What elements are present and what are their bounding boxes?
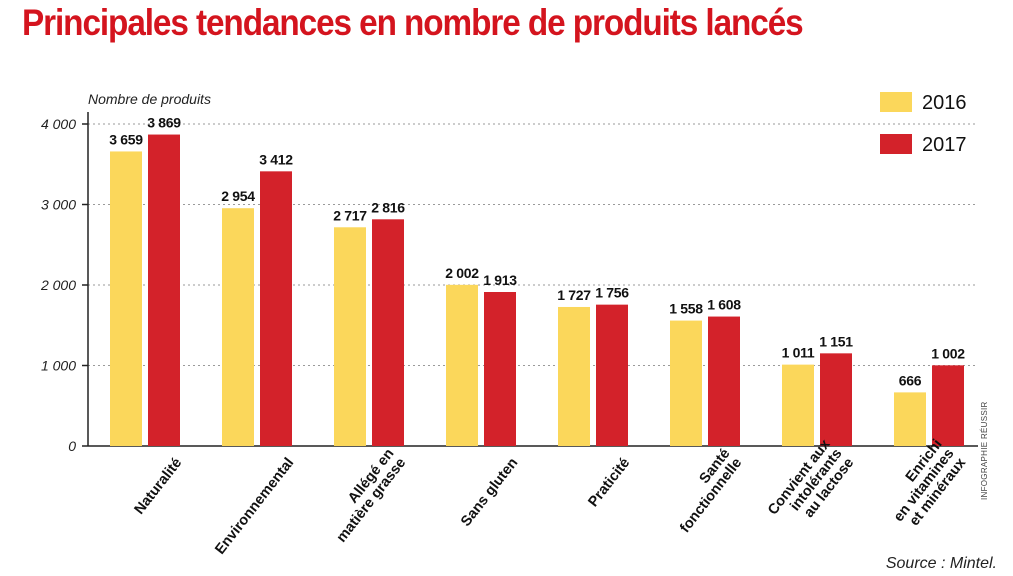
bar-value-label: 1 608 (707, 297, 741, 313)
bar-2016 (782, 364, 814, 446)
bar-2017 (820, 353, 852, 446)
x-category-label-line: Environnemental (212, 455, 297, 558)
bar-2017 (596, 304, 628, 446)
x-category-label: Convient auxintolérantsau lactose (765, 437, 857, 537)
y-tick-label: 1 000 (41, 358, 76, 374)
bar-2017 (708, 316, 740, 446)
bar-value-label: 1 002 (931, 345, 965, 361)
legend-label: 2016 (922, 92, 967, 114)
x-category-label-line: Praticité (585, 455, 633, 510)
legend-label: 2017 (922, 134, 967, 156)
bar-value-label: 2 954 (221, 188, 255, 204)
source-note: Source : Mintel. (885, 555, 997, 572)
legend-swatch-2017 (880, 134, 912, 154)
bar-value-label: 1 558 (669, 301, 703, 317)
x-category-label: Santéfonctionnelle (665, 446, 745, 536)
bar-value-label: 3 412 (259, 151, 293, 167)
bar-2016 (446, 284, 478, 446)
bar-2016 (670, 320, 702, 446)
y-tick-label: 2 000 (40, 277, 76, 293)
bar-2016 (222, 208, 254, 446)
x-category-label: Praticité (585, 455, 633, 510)
x-category-label-line: Naturalité (132, 455, 186, 518)
bar-value-label: 2 002 (445, 265, 479, 281)
bar-2017 (260, 171, 292, 447)
y-axis-label: Nombre de produits (88, 91, 211, 107)
bar-2016 (894, 392, 926, 446)
x-category-label: Environnemental (212, 455, 297, 558)
y-tick-label: 0 (68, 438, 76, 454)
bar-value-label: 2 816 (371, 199, 405, 215)
bar-value-label: 1 727 (557, 287, 591, 303)
bar-value-label: 3 869 (147, 115, 181, 131)
y-tick-label: 3 000 (41, 197, 76, 213)
x-category-label: Naturalité (132, 455, 186, 518)
infographic-credit: INFOGRAPHIE RÉUSSIR (980, 401, 989, 500)
chart-title: Principales tendances en nombre de produ… (22, 2, 804, 43)
bar-value-label: 1 756 (595, 285, 629, 301)
bar-value-label: 1 913 (483, 272, 517, 288)
bar-value-label: 1 011 (782, 345, 815, 361)
x-category-label: Sans gluten (458, 455, 521, 530)
x-category-label: Allégé enmatière grasse (322, 446, 409, 546)
bar-value-label: 666 (899, 372, 922, 388)
x-category-label: Enrichien vitamineset minéraux (879, 437, 969, 535)
bar-value-label: 3 659 (109, 131, 143, 147)
bar-2017 (484, 292, 516, 446)
bar-2017 (372, 219, 404, 446)
bar-2016 (334, 227, 366, 446)
bar-2016 (110, 151, 142, 446)
bar-2017 (932, 365, 964, 446)
bar-value-label: 1 151 (819, 333, 853, 349)
legend-swatch-2016 (880, 92, 912, 112)
y-tick-label: 4 000 (41, 116, 76, 132)
bar-2016 (558, 306, 590, 446)
bar-2017 (148, 134, 180, 446)
bar-value-label: 2 717 (333, 207, 367, 223)
x-category-label-line: Sans gluten (458, 455, 521, 530)
